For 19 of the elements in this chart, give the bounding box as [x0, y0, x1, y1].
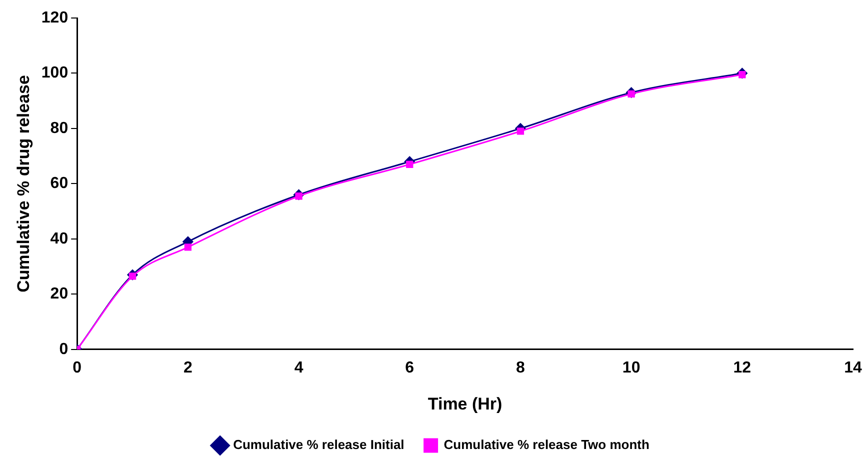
x-tick-label: 12 [733, 359, 752, 376]
x-tick-label: 6 [405, 359, 414, 376]
y-tick-label: 60 [50, 175, 68, 192]
x-tick-label: 2 [183, 359, 192, 376]
x-tick-label: 4 [294, 359, 304, 376]
x-tick-label: 8 [516, 359, 526, 376]
y-tick-label: 100 [41, 64, 68, 82]
y-tick-label: 20 [50, 286, 68, 303]
y-axis-title: Cumulative % drug release [14, 75, 33, 292]
x-tick-label: 0 [72, 359, 82, 376]
legend-label: Cumulative % release Initial [233, 437, 404, 452]
x-tick-label: 14 [844, 359, 862, 376]
y-tick-label: 80 [50, 120, 68, 137]
legend-label: Cumulative % release Two month [444, 437, 650, 452]
x-axis-title: Time (Hr) [428, 394, 502, 414]
y-tick-label: 0 [59, 340, 68, 358]
x-tick-label: 10 [622, 359, 640, 376]
y-tick-label: 40 [50, 230, 68, 248]
y-tick-label: 120 [41, 9, 68, 26]
